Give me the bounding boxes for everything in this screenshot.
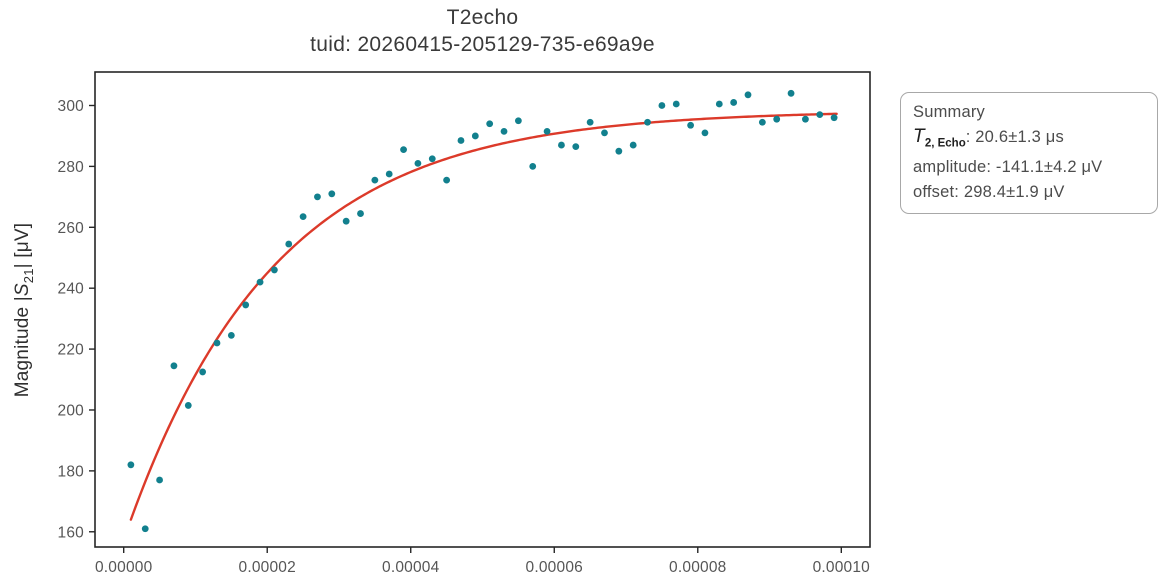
t2-value: : 20.6±1.3 μs xyxy=(965,127,1064,146)
y-tick-label: 180 xyxy=(58,463,85,480)
data-point xyxy=(127,461,135,469)
data-point xyxy=(816,111,824,119)
data-point xyxy=(471,132,479,140)
y-tick-label: 300 xyxy=(58,98,85,115)
data-point xyxy=(701,129,709,137)
scatter-layer xyxy=(127,89,838,533)
chart-title-tuid: tuid: 20260415-205129-735-e69a9e xyxy=(310,33,655,56)
data-point xyxy=(285,240,293,248)
data-point xyxy=(802,115,809,123)
summary-box: Summary T2, Echo: 20.6±1.3 μs amplitude:… xyxy=(900,92,1158,215)
data-point xyxy=(242,301,250,309)
data-point xyxy=(213,339,221,347)
data-point xyxy=(270,266,278,274)
data-point xyxy=(514,117,522,125)
data-point xyxy=(184,402,192,409)
data-point xyxy=(558,141,565,149)
y-tick-label: 280 xyxy=(58,159,85,176)
axis-ticks-layer: 0.00000 0.00002 0.00004 0.00006 0.00008 0.000… xyxy=(58,98,871,576)
data-point xyxy=(414,159,422,167)
data-point xyxy=(615,147,623,155)
y-tick-label: 160 xyxy=(58,524,85,541)
data-point xyxy=(543,127,551,135)
data-point xyxy=(141,525,149,533)
data-point xyxy=(328,190,336,198)
data-point xyxy=(586,118,594,126)
data-point xyxy=(371,176,379,184)
summary-t2-line: T2, Echo: 20.6±1.3 μs xyxy=(913,125,1145,156)
data-point xyxy=(830,114,838,122)
data-point xyxy=(443,176,451,184)
x-tick-label: 0.00006 xyxy=(526,559,583,576)
data-point xyxy=(400,146,407,154)
y-tick-label: 260 xyxy=(58,220,85,237)
y-tick-label: 240 xyxy=(58,281,85,298)
data-point xyxy=(428,155,436,163)
data-point xyxy=(299,213,307,221)
data-point xyxy=(787,89,795,97)
x-tick-label: 0.00000 xyxy=(95,559,153,576)
data-point xyxy=(687,121,695,129)
data-point xyxy=(658,102,666,109)
data-point xyxy=(170,362,178,370)
summary-offset: offset: 298.4±1.9 μV xyxy=(913,182,1065,201)
data-point xyxy=(457,137,465,144)
plot-frame xyxy=(94,71,871,548)
data-point xyxy=(730,99,738,106)
data-point xyxy=(529,162,537,170)
t2-symbol: T xyxy=(913,125,925,147)
data-point xyxy=(601,129,608,137)
data-point xyxy=(758,118,766,126)
data-point xyxy=(486,120,494,128)
data-point xyxy=(715,100,723,108)
summary-heading: Summary xyxy=(913,103,985,121)
data-point xyxy=(199,368,207,376)
data-point xyxy=(256,278,264,286)
summary-amplitude: amplitude: -141.1±4.2 μV xyxy=(913,158,1103,177)
data-point xyxy=(629,141,637,149)
data-point xyxy=(644,118,651,126)
data-point xyxy=(156,476,163,484)
data-point xyxy=(572,143,580,150)
data-point xyxy=(385,170,393,178)
fit-curve xyxy=(129,112,838,521)
x-tick-label: 0.00002 xyxy=(239,559,296,576)
y-tick-label: 200 xyxy=(58,402,85,419)
x-tick-label: 0.00010 xyxy=(813,559,871,576)
data-point xyxy=(500,127,508,135)
chart-title-line1: T2echo xyxy=(446,6,519,29)
data-point xyxy=(744,91,752,99)
data-point xyxy=(357,210,364,217)
x-tick-label: 0.00004 xyxy=(382,559,440,576)
data-point xyxy=(314,193,321,201)
data-point xyxy=(227,331,235,339)
x-tick-label: 0.00008 xyxy=(669,559,726,576)
data-point xyxy=(672,100,680,108)
t2-subscript: 2, Echo xyxy=(924,136,966,149)
fit-curve-layer xyxy=(129,112,838,521)
y-tick-label: 220 xyxy=(58,342,85,359)
data-point xyxy=(773,115,781,123)
data-point xyxy=(342,217,350,225)
chart-title: T2echo tuid: 20260415-205129-735-e69a9e xyxy=(95,4,870,58)
